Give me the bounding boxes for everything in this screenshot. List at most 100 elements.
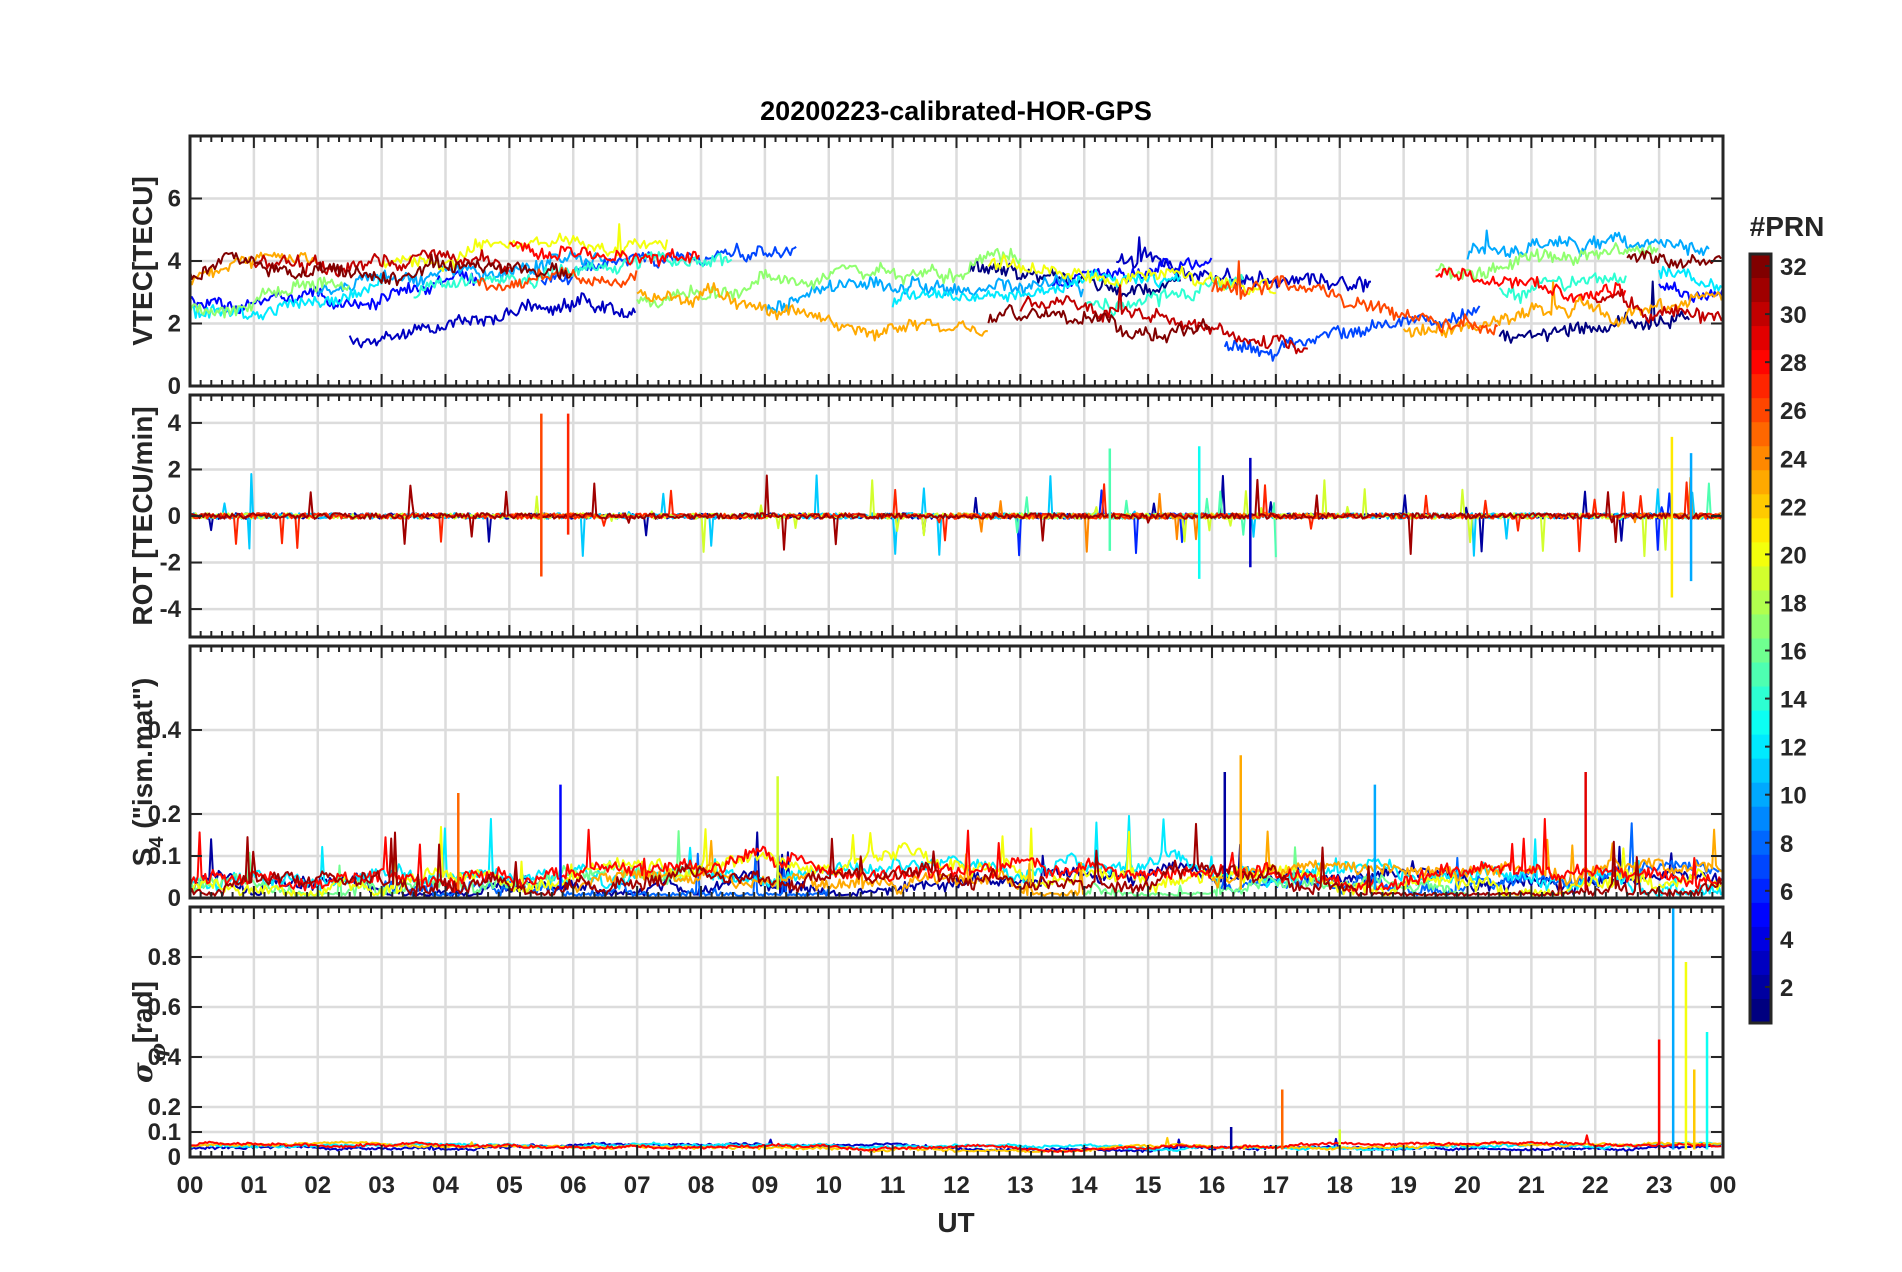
colorbar-tick-label: 4 — [1780, 927, 1794, 954]
y-tick-label: 0.8 — [148, 944, 181, 971]
colorbar-band — [1750, 806, 1771, 832]
colorbar-band — [1750, 734, 1771, 760]
series-prn-17 — [1435, 242, 1659, 282]
y-tick-label: 4 — [168, 248, 182, 275]
colorbar-tick-label: 14 — [1780, 687, 1807, 714]
series-prn-3 — [348, 292, 637, 349]
series-prn-17 — [190, 276, 350, 319]
colorbar-label: #PRN — [1750, 211, 1825, 242]
series-prn-23 — [636, 282, 988, 342]
colorbar-tick-label: 12 — [1780, 735, 1807, 762]
y-tick-label: 0.1 — [148, 843, 181, 870]
y-tick-label: 4 — [168, 410, 182, 437]
colorbar-band — [1750, 590, 1771, 616]
series-prn-12 — [190, 275, 383, 321]
series-prn-31 — [190, 822, 1723, 897]
y-axis-title: VTEC[TECU] — [127, 176, 158, 346]
colorbar-tick-label: 18 — [1780, 590, 1807, 617]
series-prn-32 — [190, 251, 573, 287]
y-tick-label: -4 — [160, 596, 182, 623]
x-tick-label: 12 — [943, 1172, 970, 1199]
series-prn-1 — [1498, 280, 1690, 344]
y-tick-label: 0.4 — [148, 717, 182, 744]
x-tick-label: 00 — [1710, 1172, 1737, 1199]
colorbar-band — [1750, 638, 1771, 664]
colorbar-frame — [1748, 252, 1773, 1025]
colorbar-band — [1750, 302, 1771, 327]
colorbar-tick-label: 32 — [1780, 254, 1807, 281]
colorbar-band — [1750, 902, 1771, 928]
y-tick-label: 0 — [168, 373, 181, 400]
x-tick-label: 17 — [1263, 1172, 1290, 1199]
series-prn-30 — [1019, 284, 1308, 355]
x-tick-label: 23 — [1646, 1172, 1673, 1199]
colorbar-band — [1750, 878, 1771, 904]
colorbar-tick-label: 8 — [1780, 831, 1793, 858]
x-tick-label: 01 — [241, 1172, 268, 1199]
colorbar-tick-label: 30 — [1780, 302, 1807, 329]
colorbar-tick-label: 20 — [1780, 542, 1807, 569]
x-tick-label: 20 — [1454, 1172, 1481, 1199]
y-tick-label: 2 — [168, 456, 181, 483]
x-axis-title: UT — [937, 1207, 974, 1238]
y-axis-title: ROT [TECU/min] — [127, 406, 158, 625]
colorbar-band — [1750, 326, 1771, 351]
series-prn-26 — [1211, 260, 1499, 336]
x-tick-label: 07 — [624, 1172, 651, 1199]
y-axis-title: σφ[rad] — [126, 981, 170, 1083]
y-tick-label: 0 — [168, 1144, 181, 1171]
series-prn-10 — [316, 250, 604, 296]
colorbar-band — [1750, 398, 1771, 423]
colorbar-band — [1750, 494, 1771, 519]
series-prn-30 — [1594, 288, 1723, 324]
x-tick-label: 05 — [496, 1172, 523, 1199]
x-tick-label: 11 — [880, 1172, 905, 1199]
colorbar-tick-label: 2 — [1780, 975, 1793, 1002]
colorbar-band — [1750, 374, 1771, 399]
series-prn-17 — [636, 247, 1022, 309]
y-tick-label: 0.1 — [148, 1119, 181, 1146]
colorbar-tick-label: 22 — [1780, 494, 1807, 521]
colorbar-band — [1750, 854, 1771, 880]
series-prn-5 — [1051, 257, 1213, 289]
colorbar-band — [1750, 566, 1771, 592]
chart-title: 20200223-calibrated-HOR-GPS — [760, 96, 1152, 126]
x-tick-label: 14 — [1071, 1172, 1098, 1199]
colorbar-band — [1750, 470, 1771, 495]
colorbar-band — [1750, 662, 1771, 688]
y-tick-label: 0.6 — [148, 994, 181, 1021]
x-tick-label: 21 — [1518, 1172, 1545, 1199]
series-prn-14 — [1498, 272, 1627, 305]
y-tick-label: 0 — [168, 503, 181, 530]
colorbar-band — [1750, 518, 1771, 543]
x-tick-label: 04 — [432, 1172, 459, 1199]
colorbar-tick-label: 26 — [1780, 398, 1807, 425]
series-prn-14 — [413, 251, 733, 299]
colorbar-band — [1750, 422, 1771, 447]
x-tick-label: 22 — [1582, 1172, 1609, 1199]
y-tick-label: 0 — [168, 885, 181, 912]
colorbar-band — [1750, 254, 1771, 279]
x-tick-label: 10 — [815, 1172, 842, 1199]
y-tick-label: 0.4 — [148, 1044, 182, 1071]
colorbar-band — [1750, 998, 1771, 1024]
series-prn-12 — [1658, 265, 1723, 292]
colorbar-tick-label: 6 — [1780, 879, 1793, 906]
x-tick-label: 06 — [560, 1172, 587, 1199]
series-prn-30 — [253, 249, 510, 278]
x-tick-label: 08 — [688, 1172, 715, 1199]
x-tick-label: 19 — [1390, 1172, 1417, 1199]
colorbar-tick-label: 10 — [1780, 783, 1807, 810]
x-tick-label: 18 — [1326, 1172, 1353, 1199]
x-tick-label: 02 — [304, 1172, 331, 1199]
colorbar-band — [1750, 974, 1771, 1000]
x-tick-label: 00 — [177, 1172, 204, 1199]
series-prn-10 — [1466, 229, 1710, 260]
colorbar-band — [1750, 950, 1771, 976]
colorbar-band — [1750, 446, 1771, 471]
panel-s4: 0 0.1 0.2 0.4S4 ("ism.mat") — [127, 644, 1725, 912]
y-tick-label: -2 — [160, 550, 181, 577]
colorbar-tick-label: 16 — [1780, 639, 1807, 666]
